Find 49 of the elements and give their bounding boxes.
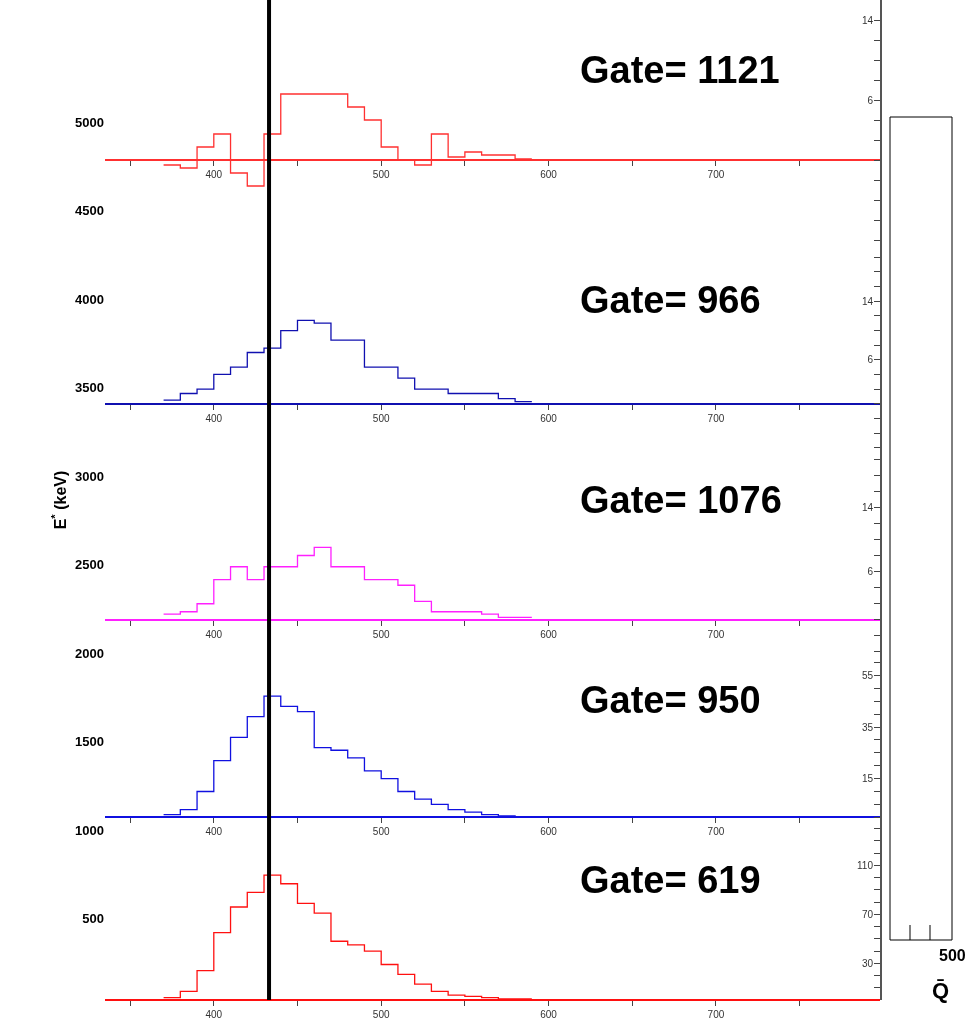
y2-tick-label: 4000	[75, 291, 104, 307]
x-tick-label: 400	[205, 412, 223, 424]
x-tick-label: 600	[540, 628, 558, 640]
y-tick-label: 6	[867, 566, 874, 578]
x-tick-label: 700	[707, 628, 725, 640]
x-tick-label: 600	[540, 412, 558, 424]
y2-tick-label: 3000	[75, 468, 104, 484]
text: 500	[939, 947, 966, 964]
x-tick-label: 500	[372, 412, 390, 424]
annotation: Gate= 619	[580, 859, 761, 901]
y2-tick-label: 3500	[75, 380, 104, 396]
x-tick-label: 400	[205, 628, 223, 640]
y-tick-label: 35	[861, 721, 874, 733]
y-tick-label: 6	[867, 94, 874, 106]
x-tick-label: 500	[372, 628, 390, 640]
y2-tick-label: 1000	[75, 822, 104, 838]
y2-tick-label: 5000	[75, 114, 104, 130]
annotation: Gate= 950	[580, 679, 761, 721]
x-tick-label: 700	[707, 1009, 725, 1020]
x-tick-label: 400	[205, 1009, 223, 1020]
y-tick-label: 14	[861, 14, 874, 26]
y-tick-label: 6	[867, 354, 874, 366]
y-tick-label: 14	[861, 295, 874, 307]
y-tick-label: 30	[861, 957, 874, 969]
y2-tick-label: 4500	[75, 203, 104, 219]
y-tick-label: 70	[861, 908, 874, 920]
y2-tick-label: 2000	[75, 645, 104, 661]
text: Q̄	[932, 978, 950, 1003]
y-tick-label: 14	[861, 501, 874, 513]
x-tick-label: 500	[372, 826, 390, 838]
x-tick-label: 400	[205, 826, 223, 838]
annotation: Gate= 1121	[580, 49, 780, 91]
annotation: Gate= 966	[580, 279, 761, 321]
y2-tick-label: 1500	[75, 734, 104, 750]
y2-tick-label: 2500	[75, 557, 104, 573]
x-tick-label: 700	[707, 826, 725, 838]
x-tick-label: 700	[707, 412, 725, 424]
x-tick-label: 500	[372, 169, 390, 180]
x-tick-label: 600	[540, 1009, 558, 1020]
y2-tick-label: 500	[82, 911, 104, 927]
x-tick-label: 400	[205, 169, 223, 180]
annotation: Gate= 1076	[580, 479, 782, 521]
x-tick-label: 500	[372, 1009, 390, 1020]
x-tick-label: 600	[540, 169, 558, 180]
y-tick-label: 55	[861, 669, 874, 681]
y-tick-label: 110	[857, 859, 874, 871]
x-tick-label: 700	[707, 169, 725, 180]
y-tick-label: 15	[861, 773, 874, 785]
x-tick-label: 600	[540, 826, 558, 838]
